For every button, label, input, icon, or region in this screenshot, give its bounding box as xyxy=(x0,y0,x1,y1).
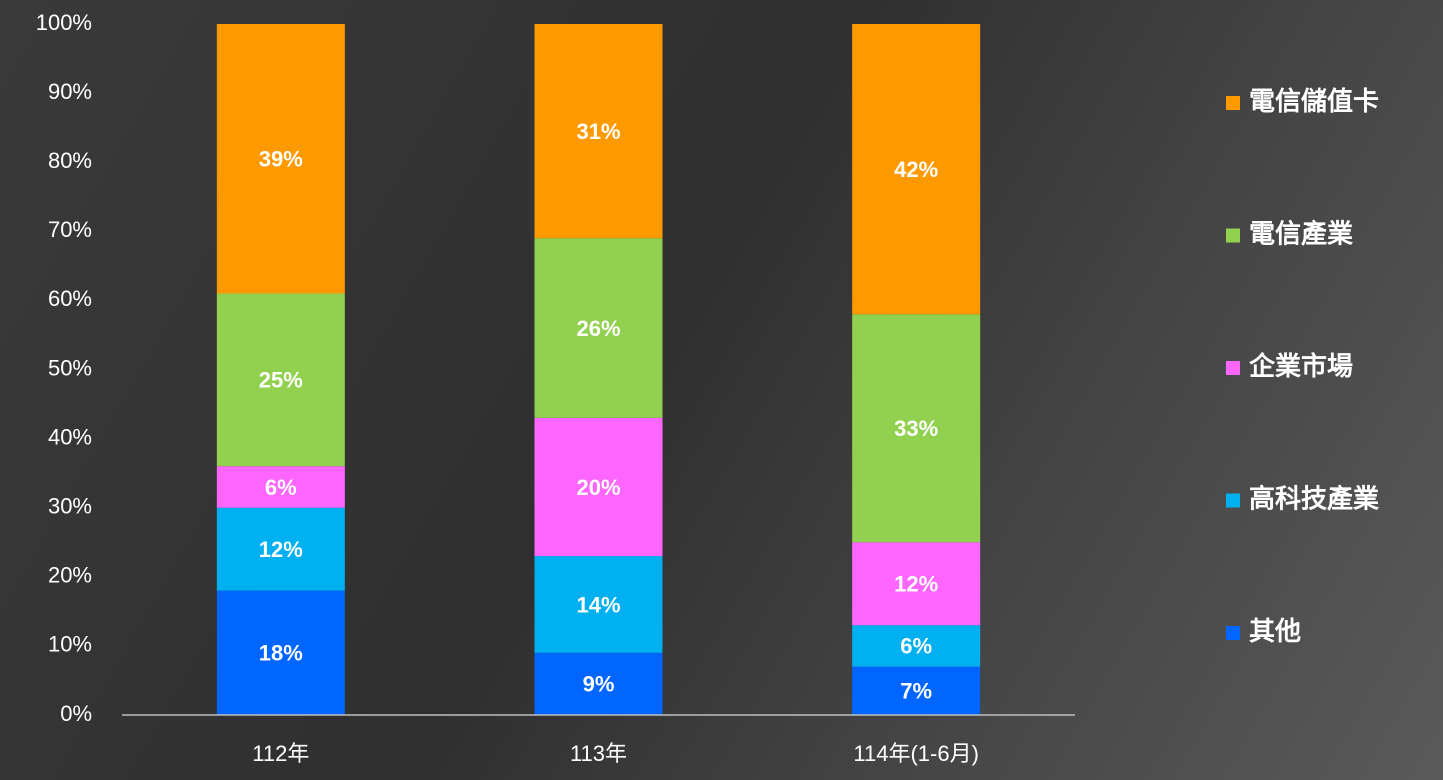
chart: 0% 10% 20% 30% 40% 50% 60% 70% 80% 90% 100% 112年 18%… xyxy=(0,0,1443,780)
value-label: 20% xyxy=(576,475,620,500)
value-label: 12% xyxy=(259,537,303,562)
legend-label: 高科技產業 xyxy=(1249,483,1379,513)
legend-swatch xyxy=(1226,229,1240,243)
y-tick-label: 0% xyxy=(60,701,92,726)
x-tick-label: 113年 xyxy=(570,741,627,766)
value-label: 42% xyxy=(894,157,938,182)
value-label: 6% xyxy=(265,475,297,500)
y-tick-label: 50% xyxy=(48,355,92,380)
legend-label: 電信產業 xyxy=(1249,218,1353,248)
legend-swatch xyxy=(1226,494,1240,508)
value-label: 31% xyxy=(576,119,620,144)
y-tick-label: 100% xyxy=(36,10,92,35)
y-tick-label: 20% xyxy=(48,563,92,588)
y-tick-label: 60% xyxy=(48,286,92,311)
value-label: 7% xyxy=(900,679,932,704)
legend-label: 電信儲值卡 xyxy=(1249,86,1379,116)
legend-swatch xyxy=(1226,96,1240,110)
x-tick-label: 114年(1-6月) xyxy=(853,741,979,766)
value-label: 25% xyxy=(259,368,303,393)
value-label: 33% xyxy=(894,416,938,441)
x-tick-label: 112年 xyxy=(252,741,309,766)
y-tick-label: 30% xyxy=(48,494,92,519)
legend-label: 企業市場 xyxy=(1249,351,1353,381)
value-label: 26% xyxy=(576,316,620,341)
legend-swatch xyxy=(1226,361,1240,375)
y-tick-label: 40% xyxy=(48,424,92,449)
legend-swatch xyxy=(1226,626,1240,640)
value-label: 18% xyxy=(259,641,303,666)
y-tick-label: 90% xyxy=(48,79,92,104)
y-tick-label: 10% xyxy=(48,632,92,657)
value-label: 39% xyxy=(259,147,303,172)
value-label: 9% xyxy=(583,672,615,697)
value-label: 14% xyxy=(576,592,620,617)
y-tick-label: 70% xyxy=(48,217,92,242)
value-label: 12% xyxy=(894,572,938,597)
value-label: 6% xyxy=(900,634,932,659)
legend-label: 其他 xyxy=(1249,616,1301,646)
y-tick-label: 80% xyxy=(48,148,92,173)
